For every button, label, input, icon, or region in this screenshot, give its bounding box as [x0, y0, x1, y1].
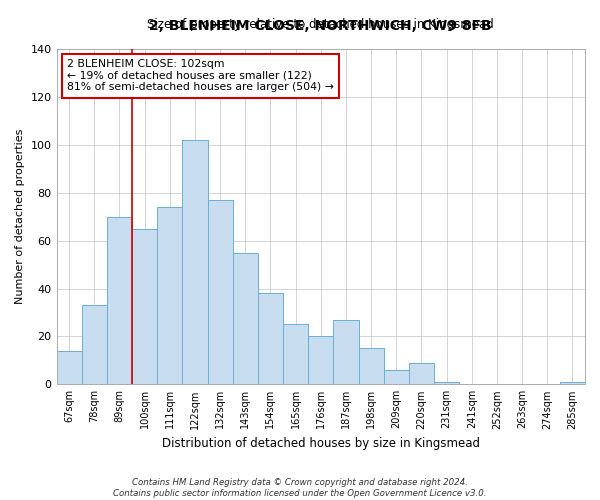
Bar	[434, 382, 459, 384]
Text: Contains HM Land Registry data © Crown copyright and database right 2024.
Contai: Contains HM Land Registry data © Crown c…	[113, 478, 487, 498]
Text: Size of property relative to detached houses in Kingsmead: Size of property relative to detached ho…	[148, 18, 494, 30]
Bar	[334, 320, 359, 384]
Y-axis label: Number of detached properties: Number of detached properties	[15, 129, 25, 304]
Bar	[157, 207, 182, 384]
Bar	[359, 348, 383, 384]
X-axis label: Distribution of detached houses by size in Kingsmead: Distribution of detached houses by size …	[162, 437, 480, 450]
Bar	[409, 363, 434, 384]
Bar	[258, 294, 283, 384]
Bar	[182, 140, 208, 384]
Bar	[208, 200, 233, 384]
Bar	[233, 252, 258, 384]
Bar	[56, 351, 82, 384]
Bar	[107, 216, 132, 384]
Bar	[283, 324, 308, 384]
Bar	[82, 306, 107, 384]
Text: 2 BLENHEIM CLOSE: 102sqm
← 19% of detached houses are smaller (122)
81% of semi-: 2 BLENHEIM CLOSE: 102sqm ← 19% of detach…	[67, 59, 334, 92]
Bar	[132, 228, 157, 384]
Bar	[560, 382, 585, 384]
Bar	[308, 336, 334, 384]
Bar	[383, 370, 409, 384]
Title: 2, BLENHEIM CLOSE, NORTHWICH, CW9 8FB: 2, BLENHEIM CLOSE, NORTHWICH, CW9 8FB	[149, 18, 492, 32]
